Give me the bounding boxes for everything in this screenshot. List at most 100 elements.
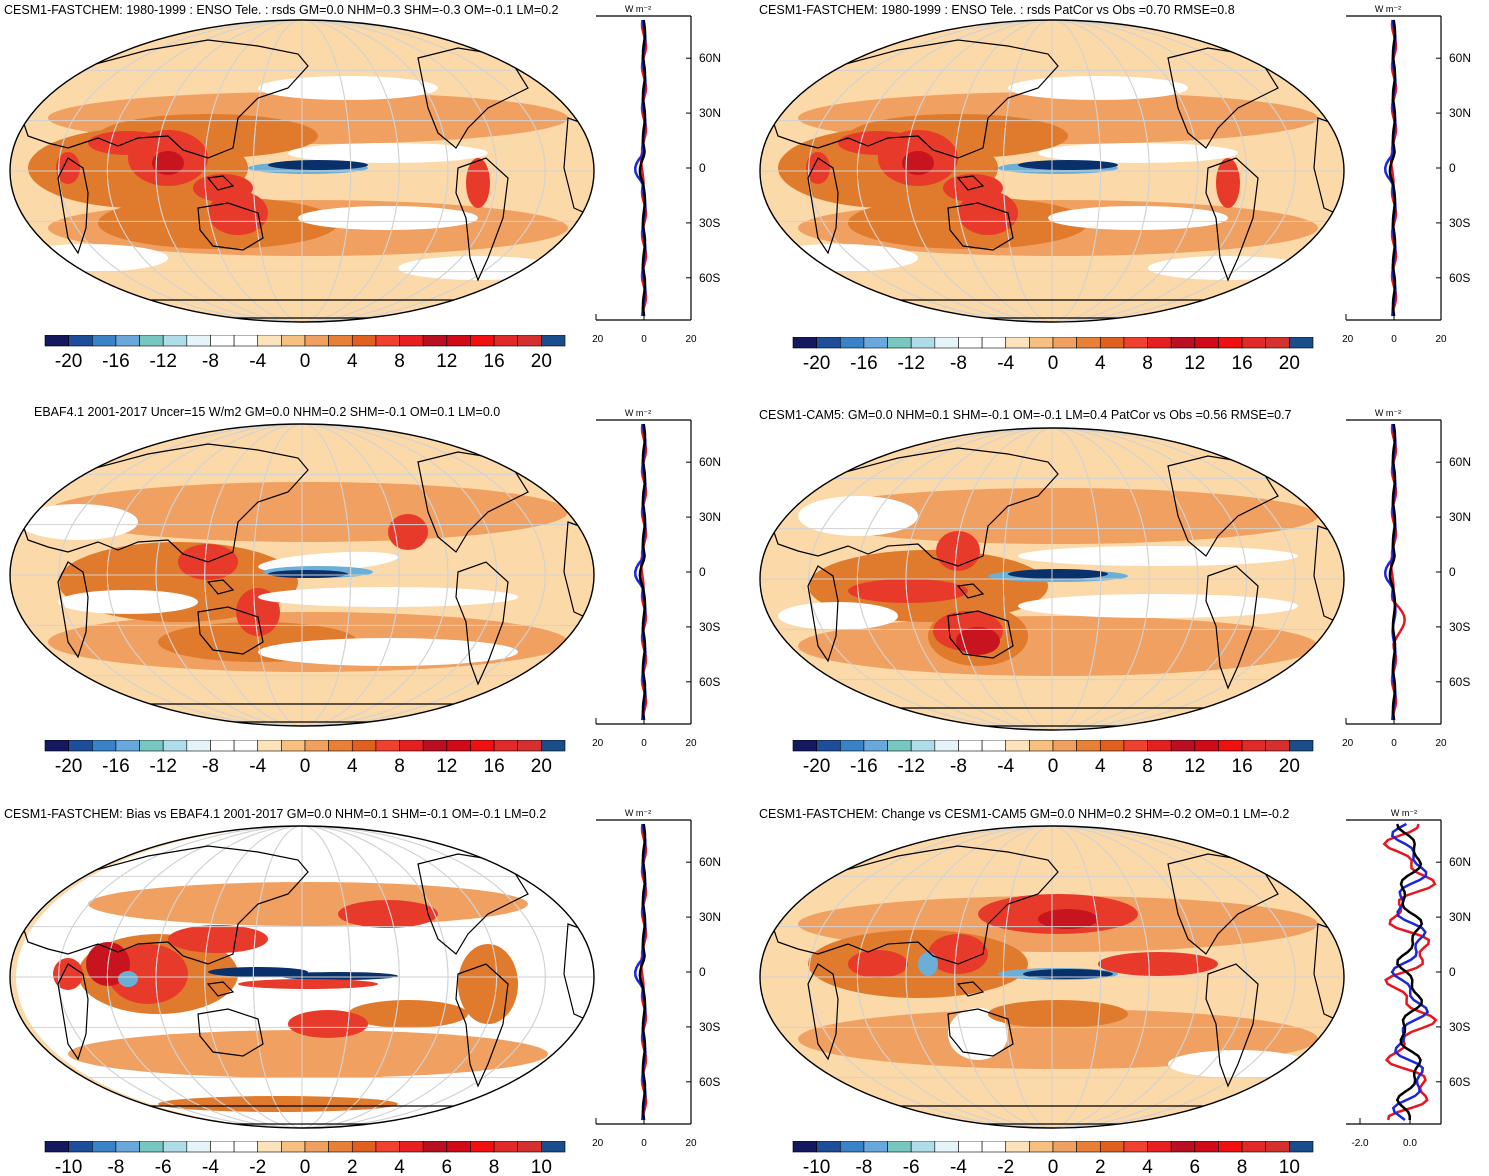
- colorbar-swatch: [541, 740, 566, 752]
- colorbar-swatch: [91, 335, 117, 347]
- colorbar-label: -8: [950, 353, 967, 374]
- colorbar-swatch: [910, 1141, 936, 1153]
- colorbar-swatch: [839, 1141, 865, 1153]
- anomaly-region: [288, 143, 488, 163]
- colorbar-swatch: [1194, 740, 1219, 752]
- coastline: [197, 202, 264, 251]
- zonal-unit-label: W m⁻²: [625, 4, 651, 14]
- zonal-x-label: 20: [1435, 738, 1447, 749]
- map-field: [10, 826, 594, 1128]
- colorbar-swatch: [399, 1141, 424, 1153]
- zonal-lat-label: 60S: [1449, 1075, 1470, 1089]
- anomaly-region: [1216, 158, 1240, 208]
- zonal-x-label: 20: [685, 1138, 697, 1149]
- colorbar-swatch: [1289, 740, 1314, 752]
- colorbar-swatch: [422, 740, 448, 752]
- zonal-x-label: 20: [685, 738, 697, 749]
- graticule-meridian: [106, 424, 498, 726]
- panel-4-colorbar: -20 -16 -12 -8 -4 0 4 8 12 16 20: [792, 740, 1314, 777]
- panel-5-zonal-mean-plot: W m⁻² 60N 30N 0 30S 60S -20 0 20: [592, 808, 721, 1149]
- anomaly-region: [238, 979, 378, 989]
- zonal-lat-label: 60S: [699, 675, 720, 689]
- zonal-mean-line: [638, 19, 647, 317]
- coastline: [197, 606, 264, 655]
- colorbar-label: 4: [1142, 1157, 1153, 1176]
- zonal-lat-label: 30S: [1449, 1020, 1470, 1034]
- colorbar-swatch: [1289, 337, 1314, 349]
- colorbar-swatch: [351, 740, 377, 752]
- colorbar-swatch: [257, 335, 282, 347]
- zonal-unit-label: W m⁻²: [1375, 408, 1401, 418]
- coastline: [807, 963, 839, 1061]
- colorbar-swatch: [422, 335, 448, 347]
- zonal-mean-line: [1390, 822, 1430, 1121]
- colorbar-swatch: [281, 335, 306, 347]
- colorbar-swatch: [115, 740, 140, 752]
- zonal-lat-label: 60N: [1449, 51, 1471, 65]
- zonal-lat-label: 0: [1449, 565, 1456, 579]
- colorbar-swatch: [1265, 740, 1290, 752]
- colorbar-swatch: [1052, 337, 1077, 349]
- map-outline: [9, 19, 595, 323]
- colorbar-label: -10: [803, 1157, 830, 1176]
- panel-6: CESM1-FASTCHEM: Change vs CESM1-CAM5 GM=…: [750, 800, 1489, 1176]
- colorbar-swatch: [792, 740, 817, 752]
- colorbar-label: -4: [997, 353, 1014, 374]
- colorbar-swatch: [517, 1141, 542, 1153]
- zonal-x-label: -20: [592, 738, 604, 749]
- map-outline: [759, 427, 1345, 731]
- panel-6-title: CESM1-FASTCHEM: Change vs CESM1-CAM5 GM=…: [759, 807, 1290, 821]
- anomaly-region: [58, 590, 198, 614]
- colorbar-label: 4: [1095, 353, 1106, 374]
- panel-3-zonal-mean-plot: W m⁻² 60N 30N 0 30S 60S -20 0 20: [592, 408, 721, 749]
- map-field: [10, 424, 594, 726]
- colorbar-swatch: [257, 740, 282, 752]
- colorbar-swatch: [351, 335, 377, 347]
- colorbar-swatch: [493, 740, 519, 752]
- panel-1-map: [9, 19, 595, 323]
- colorbar-swatch: [1147, 1141, 1172, 1153]
- zonal-lat-label: 30S: [1449, 620, 1470, 634]
- colorbar-label: 4: [394, 1157, 405, 1176]
- zonal-lat-label: 0: [1449, 161, 1456, 175]
- panel-2-map: [759, 19, 1345, 323]
- colorbar-label: -6: [155, 1157, 172, 1176]
- colorbar-swatch: [934, 740, 959, 752]
- colorbar-label: 8: [1237, 1157, 1248, 1176]
- anomaly-region: [208, 191, 268, 235]
- colorbar-swatch: [887, 337, 912, 349]
- zonal-lat-label: 0: [699, 965, 706, 979]
- colorbar-label: 20: [531, 351, 552, 372]
- colorbar-label: -10: [55, 1157, 82, 1176]
- graticule-meridian: [204, 20, 400, 322]
- coastline: [206, 579, 235, 595]
- zonal-x-label: -20: [1342, 334, 1354, 345]
- zonal-lat-label: 0: [699, 161, 706, 175]
- colorbar-label: 8: [394, 756, 405, 777]
- zonal-unit-label: W m⁻²: [625, 808, 651, 818]
- anomaly-region: [298, 206, 478, 230]
- anomaly-region: [798, 496, 918, 536]
- colorbar-label: 8: [1142, 353, 1153, 374]
- colorbar-label: 0: [300, 1157, 311, 1176]
- anomaly-region: [398, 256, 558, 280]
- colorbar-swatch: [186, 335, 211, 347]
- colorbar-swatch: [792, 337, 817, 349]
- anomaly-region: [1018, 160, 1118, 170]
- colorbar-swatch: [839, 337, 865, 349]
- panel-2-zonal-mean-plot: W m⁻² 60N 30N 0 30S 60S -20 0 20: [1342, 4, 1471, 345]
- map-outline: [759, 825, 1345, 1129]
- anomaly-region: [268, 160, 368, 170]
- graticule-meridian: [58, 20, 546, 322]
- colorbar-swatch: [210, 740, 235, 752]
- zonal-lat-label: 60S: [1449, 271, 1470, 285]
- colorbar-label: 0: [1048, 1157, 1059, 1176]
- panel-4-title: CESM1-CAM5: GM=0.0 NHM=0.1 SHM=-0.1 OM=-…: [759, 408, 1292, 422]
- graticule-meridian: [155, 424, 449, 726]
- colorbar-label: 8: [394, 351, 405, 372]
- zonal-lat-label: 30S: [699, 216, 720, 230]
- colorbar-swatch: [328, 1141, 353, 1153]
- map-outline: [759, 19, 1345, 323]
- colorbar-swatch: [399, 335, 424, 347]
- zonal-unit-label: W m⁻²: [1375, 4, 1401, 14]
